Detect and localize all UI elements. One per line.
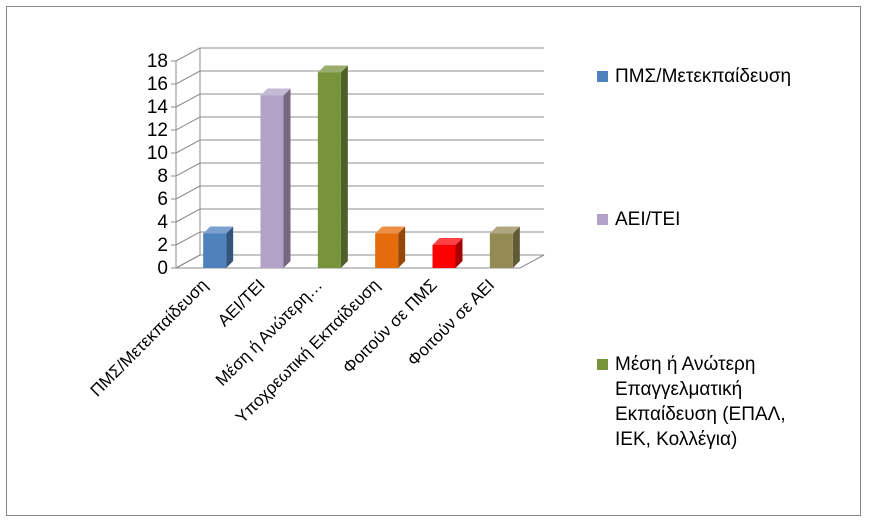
legend-item-aei-tei: ΑΕΙ/ΤΕΙ — [597, 207, 865, 232]
legend-label-vocational: Μέση ή Ανώτερη Επαγγελματική Εκπαίδευση … — [615, 354, 786, 450]
bar-front-5 — [489, 233, 513, 268]
x-category-label-0: ΠΜΣ/Μετεκπαίδευση — [87, 275, 212, 400]
y-tick-label-2: 4 — [157, 212, 168, 233]
y-tick-label-0: 0 — [157, 258, 168, 279]
y-tick-label-6: 12 — [147, 120, 168, 141]
y-tick-label-3: 6 — [157, 189, 168, 210]
gridline-side-9 — [175, 47, 201, 62]
gridline-side-1 — [175, 231, 201, 246]
legend-item-vocational: Μέση ή Ανώτερη Επαγγελματική Εκπαίδευση … — [597, 352, 865, 452]
bar-side-2 — [340, 65, 348, 268]
bar-front-0 — [203, 233, 227, 268]
bar-front-3 — [375, 233, 399, 268]
gridline-side-8 — [175, 70, 201, 85]
legend-swatch-vocational — [597, 359, 608, 370]
bar-layer — [203, 65, 520, 268]
gridline-side-5 — [175, 139, 201, 154]
bar-side-0 — [226, 226, 234, 268]
bar-4 — [432, 238, 463, 268]
y-tick-label-8: 16 — [147, 74, 168, 95]
bar-top-1 — [260, 88, 291, 96]
gridline-side-7 — [175, 93, 201, 108]
legend-swatch-pms — [597, 71, 608, 82]
gridline-side-6 — [175, 116, 201, 131]
y-tick-label-7: 14 — [147, 97, 169, 118]
bar-top-5 — [489, 226, 520, 234]
legend-swatch-aei-tei — [597, 214, 608, 225]
bar-0 — [203, 226, 234, 268]
bar-front-4 — [432, 245, 456, 268]
bar-top-2 — [317, 65, 348, 73]
bar-1 — [260, 88, 291, 268]
x-category-label-1: ΑΕΙ/ΤΕΙ — [214, 275, 269, 330]
legend-label-aei-tei: ΑΕΙ/ΤΕΙ — [615, 209, 681, 230]
bar-5 — [489, 226, 520, 268]
bar-side-1 — [283, 88, 291, 268]
bar-front-2 — [317, 72, 341, 268]
bar-front-1 — [260, 95, 284, 268]
bar-top-0 — [203, 226, 234, 234]
bar-3 — [375, 226, 406, 268]
bar-side-3 — [398, 226, 406, 268]
legend-item-pms: ΠΜΣ/Μετεκπαίδευση — [597, 64, 865, 89]
y-tick-label-9: 18 — [147, 51, 168, 72]
x-category-label-2: Μέση ή Ανώτερη… — [212, 275, 326, 389]
y-tick-label-1: 2 — [157, 235, 168, 256]
legend-label-pms: ΠΜΣ/Μετεκπαίδευση — [615, 66, 792, 87]
gridline-side-2 — [175, 208, 201, 223]
gridline-side-3 — [175, 185, 201, 200]
bar-side-5 — [512, 226, 520, 268]
grid-layer — [171, 47, 545, 269]
bar-2 — [317, 65, 348, 268]
y-tick-label-5: 10 — [147, 143, 168, 164]
floor-outline — [175, 254, 545, 269]
gridline-side-4 — [175, 162, 201, 177]
y-tick-label-4: 8 — [157, 166, 168, 187]
bar-top-4 — [432, 238, 463, 245]
bar-top-3 — [375, 226, 406, 234]
bar-side-4 — [455, 238, 463, 268]
